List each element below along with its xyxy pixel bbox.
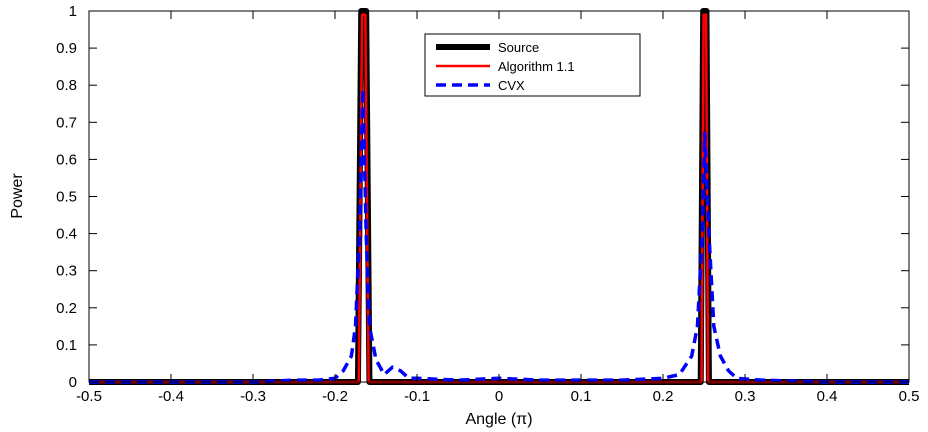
x-axis-label: Angle (π) bbox=[465, 411, 532, 428]
x-tick-label: 0.5 bbox=[899, 388, 920, 405]
x-tick-label: 0 bbox=[495, 388, 503, 405]
legend-label: Algorithm 1.1 bbox=[498, 59, 575, 74]
y-tick-label: 0.4 bbox=[56, 226, 77, 243]
x-tick-label: -0.5 bbox=[76, 388, 102, 405]
legend: Source Algorithm 1.1 CVX bbox=[424, 33, 641, 97]
x-tick-label: 0.1 bbox=[571, 388, 592, 405]
x-tick-label: -0.2 bbox=[322, 388, 348, 405]
y-tick-label: 0.7 bbox=[56, 114, 77, 131]
x-axis-ticks: -0.5 -0.4 -0.3 -0.2 -0.1 0 0.1 0.2 0.3 0.4 0.5 bbox=[76, 11, 919, 405]
y-tick-label: 0 bbox=[69, 374, 77, 391]
y-tick-label: 0.1 bbox=[56, 337, 77, 354]
series-line-2 bbox=[89, 87, 909, 384]
y-tick-label: 0.3 bbox=[56, 263, 77, 280]
y-tick-label: 0.6 bbox=[56, 151, 77, 168]
y-tick-label: 1 bbox=[69, 3, 77, 20]
legend-label: Source bbox=[498, 40, 539, 55]
x-tick-label: -0.3 bbox=[240, 388, 266, 405]
y-tick-label: 0.2 bbox=[56, 300, 77, 317]
x-tick-label: 0.4 bbox=[817, 388, 838, 405]
x-tick-label: 0.3 bbox=[735, 388, 756, 405]
y-tick-label: 0.8 bbox=[56, 77, 77, 94]
y-axis-label: Power bbox=[9, 173, 26, 219]
x-tick-label: 0.2 bbox=[653, 388, 674, 405]
y-axis-ticks: 0 0.1 0.2 0.3 0.4 0.5 0.6 0.7 0.8 0.9 1 bbox=[56, 3, 909, 391]
x-tick-label: -0.1 bbox=[404, 388, 430, 405]
x-tick-label: -0.4 bbox=[158, 388, 184, 405]
y-tick-label: 0.9 bbox=[56, 40, 77, 57]
y-tick-label: 0.5 bbox=[56, 189, 77, 206]
legend-label: CVX bbox=[498, 78, 525, 93]
